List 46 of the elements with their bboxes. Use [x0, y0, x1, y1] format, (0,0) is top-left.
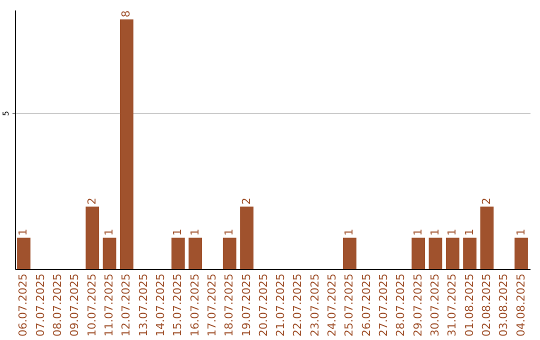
x-tick-label: 12.07.2025: [120, 274, 133, 336]
x-tick-label: 02.08.2025: [480, 274, 493, 336]
data-label: 1: [411, 228, 424, 236]
data-label: 1: [446, 228, 459, 236]
x-tick-label: 29.07.2025: [411, 274, 424, 336]
data-label: 1: [102, 228, 116, 236]
data-label: 1: [462, 228, 476, 236]
data-label: 1: [428, 228, 442, 236]
x-tick-label: 03.08.2025: [497, 274, 510, 336]
x-tick-label: 13.07.2025: [136, 274, 150, 336]
x-tick-label: 30.07.2025: [428, 274, 442, 336]
x-tick-label: 09.07.2025: [68, 274, 82, 336]
x-tick-label: 31.07.2025: [446, 274, 459, 336]
x-tick-label: 24.07.2025: [326, 274, 339, 336]
x-tick-label: 16.07.2025: [188, 274, 202, 336]
x-tick-label: 10.07.2025: [85, 274, 98, 336]
x-tick-label: 20.07.2025: [256, 274, 270, 336]
data-label: 2: [480, 198, 493, 205]
x-tick-label: 11.07.2025: [102, 274, 116, 336]
x-tick-label: 01.08.2025: [462, 274, 476, 336]
data-label: 1: [514, 228, 528, 236]
x-tick-label: 26.07.2025: [360, 274, 373, 336]
x-tick-label: 15.07.2025: [171, 274, 184, 336]
y-tick-label: 5: [2, 110, 10, 116]
data-label: 1: [188, 228, 202, 236]
x-tick-label: 25.07.2025: [342, 274, 356, 336]
data-label: 8: [120, 10, 133, 18]
x-tick-label: 17.07.2025: [205, 274, 218, 336]
data-label: 1: [171, 228, 184, 236]
data-label: 1: [342, 228, 356, 236]
x-tick-label: 08.07.2025: [51, 274, 64, 336]
data-label: 1: [222, 228, 236, 236]
x-tick-label: 27.07.2025: [377, 274, 390, 336]
x-tick-label: 21.07.2025: [274, 274, 288, 336]
x-tick-label: 23.07.2025: [308, 274, 322, 336]
x-tick-label: 19.07.2025: [240, 274, 253, 336]
data-label: 1: [16, 228, 30, 236]
x-tick-label: 18.07.2025: [222, 274, 236, 336]
x-tick-label: 04.08.2025: [514, 274, 528, 336]
x-tick-label: 07.07.2025: [34, 274, 47, 336]
x-tick-label: 14.07.2025: [154, 274, 167, 336]
x-tick-label: 28.07.2025: [394, 274, 408, 336]
x-tick-label: 06.07.2025: [16, 274, 30, 336]
x-tick-label: 22.07.2025: [291, 274, 304, 336]
data-label: 2: [85, 198, 98, 205]
data-label: 2: [240, 198, 253, 205]
